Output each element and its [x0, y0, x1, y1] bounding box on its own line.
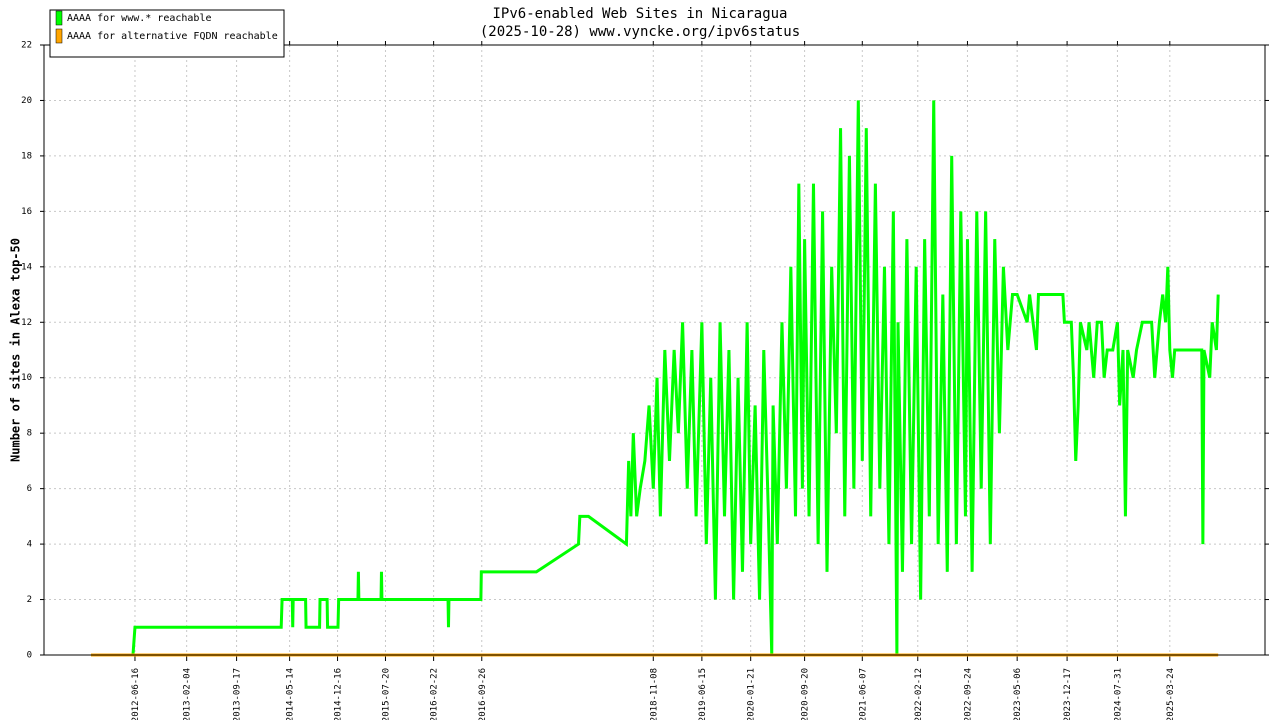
legend-box [49, 9, 285, 58]
y-tick-label: 6 [27, 484, 32, 494]
x-tick-label: 2014-05-14 [286, 668, 296, 720]
legend-swatch [55, 28, 63, 44]
x-tick-label: 2015-07-20 [381, 668, 391, 720]
chart-title: IPv6-enabled Web Sites in Nicaragua [492, 6, 787, 22]
y-tick-label: 12 [21, 318, 32, 328]
y-tick-label: 22 [21, 41, 32, 51]
y-tick-label: 4 [27, 540, 32, 550]
x-tick-label: 2013-09-17 [233, 668, 243, 720]
plot-frame [43, 44, 1266, 656]
legend: AAAA for www.* reachable AAAA for alterna… [49, 9, 285, 58]
y-tick-label: 10 [21, 373, 32, 383]
x-tick-label: 2023-12-17 [1063, 668, 1073, 720]
y-axis-label: Number of sites in Alexa top-50 [9, 238, 23, 462]
x-tick-label: 2013-02-04 [183, 668, 193, 720]
x-tick-label: 2012-06-16 [131, 668, 141, 720]
y-tick-label: 14 [21, 262, 32, 272]
x-tick-label: 2018-11-08 [649, 668, 659, 720]
x-tick-label: 2016-09-26 [478, 668, 488, 720]
y-tick-label: 0 [27, 651, 32, 661]
x-tick-label: 2022-02-12 [914, 668, 924, 720]
chart-subtitle: (2025-10-28) www.vyncke.org/ipv6status [480, 24, 800, 40]
y-tick-label: 8 [27, 429, 32, 439]
x-tick-label: 2019-06-15 [698, 668, 708, 720]
y-tick-label: 2 [27, 595, 32, 605]
legend-swatch [55, 10, 63, 26]
legend-label: AAAA for alternative FQDN reachable [67, 31, 278, 42]
y-tick-label: 18 [21, 151, 32, 161]
x-tick-label: 2023-05-06 [1013, 668, 1023, 720]
series-line [91, 100, 1220, 657]
y-tick-label: 20 [21, 96, 32, 106]
legend-label: AAAA for www.* reachable [67, 13, 212, 24]
x-tick-label: 2021-06-07 [858, 668, 868, 720]
x-tick-label: 2016-02-22 [430, 668, 440, 720]
grid [40, 41, 1269, 661]
x-tick-label: 2024-07-31 [1113, 668, 1123, 720]
x-tick-label: 2022-09-24 [963, 668, 973, 720]
x-tick-label: 2020-09-20 [801, 668, 811, 720]
y-tick-label: 16 [21, 207, 32, 217]
x-tick-label: 2014-12-16 [334, 668, 344, 720]
x-tick-label: 2025-03-24 [1166, 668, 1176, 720]
x-tick-label: 2020-01-21 [747, 668, 757, 720]
